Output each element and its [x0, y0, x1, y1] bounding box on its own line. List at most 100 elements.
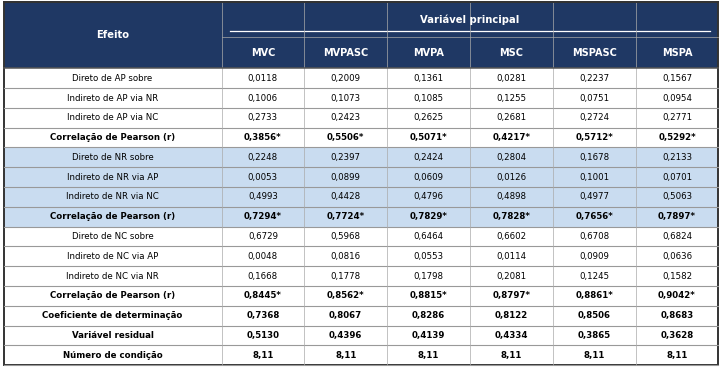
Text: Variável principal: Variável principal [420, 14, 520, 25]
Bar [470, 266, 553, 286]
Bar [635, 207, 718, 227]
Text: Indireto de NR via NC: Indireto de NR via NC [66, 192, 159, 201]
Bar [635, 108, 718, 128]
Bar [470, 286, 553, 306]
Text: 0,6729: 0,6729 [248, 232, 278, 241]
Text: 0,8797*: 0,8797* [492, 291, 531, 301]
Text: 0,3865: 0,3865 [578, 331, 611, 340]
Text: 0,0053: 0,0053 [248, 172, 278, 182]
Text: 0,7724*: 0,7724* [326, 212, 365, 221]
Text: Correlação de Pearson (r): Correlação de Pearson (r) [50, 212, 175, 221]
Text: MSPASC: MSPASC [572, 48, 617, 58]
Bar [222, 108, 305, 128]
Text: 0,0899: 0,0899 [331, 172, 361, 182]
Text: 0,1073: 0,1073 [331, 94, 361, 102]
Bar [635, 227, 718, 246]
Bar [470, 306, 553, 326]
Bar [387, 326, 470, 345]
Bar [4, 286, 222, 306]
Bar [470, 108, 553, 128]
Text: 0,1778: 0,1778 [331, 272, 361, 281]
Text: 0,4139: 0,4139 [412, 331, 445, 340]
Bar [305, 326, 387, 345]
Bar [305, 167, 387, 187]
Text: 0,2248: 0,2248 [248, 153, 278, 162]
Bar [4, 68, 222, 88]
Bar [387, 108, 470, 128]
Text: 0,2424: 0,2424 [414, 153, 443, 162]
Text: Indireto de AP via NR: Indireto de AP via NR [67, 94, 158, 102]
Text: 0,2009: 0,2009 [331, 74, 361, 83]
Bar [4, 128, 222, 148]
Text: 0,2133: 0,2133 [662, 153, 692, 162]
Bar [4, 266, 222, 286]
Text: 0,2237: 0,2237 [579, 74, 609, 83]
Text: 0,4993: 0,4993 [248, 192, 278, 201]
Bar [470, 128, 553, 148]
Bar [387, 68, 470, 88]
Bar [635, 246, 718, 266]
Bar [305, 128, 387, 148]
Text: Direto de NR sobre: Direto de NR sobre [71, 153, 154, 162]
Text: 0,4977: 0,4977 [579, 192, 609, 201]
Bar [222, 148, 305, 167]
Text: 0,1001: 0,1001 [579, 172, 609, 182]
Text: 0,8683: 0,8683 [661, 311, 694, 320]
Text: 0,5071*: 0,5071* [410, 133, 448, 142]
Bar [305, 68, 387, 88]
Bar [222, 266, 305, 286]
Bar [553, 326, 635, 345]
Text: 0,3628: 0,3628 [661, 331, 694, 340]
Text: 0,7656*: 0,7656* [575, 212, 613, 221]
Text: 0,8861*: 0,8861* [575, 291, 613, 301]
Bar [222, 326, 305, 345]
Text: 0,5712*: 0,5712* [575, 133, 613, 142]
Text: 0,7897*: 0,7897* [658, 212, 696, 221]
Bar [4, 88, 222, 108]
Text: 0,2397: 0,2397 [331, 153, 361, 162]
Bar [387, 286, 470, 306]
Bar [553, 306, 635, 326]
Bar [4, 306, 222, 326]
Text: 0,0048: 0,0048 [248, 252, 278, 261]
Text: 0,1085: 0,1085 [414, 94, 443, 102]
Text: 0,1582: 0,1582 [662, 272, 692, 281]
Bar [635, 286, 718, 306]
Bar [222, 246, 305, 266]
Bar [470, 227, 553, 246]
Bar [305, 148, 387, 167]
Text: 0,2804: 0,2804 [496, 153, 526, 162]
Text: 0,0126: 0,0126 [496, 172, 526, 182]
Text: 0,4396: 0,4396 [329, 331, 362, 340]
Bar [470, 37, 553, 68]
Bar [222, 306, 305, 326]
Bar [222, 88, 305, 108]
Text: Correlação de Pearson (r): Correlação de Pearson (r) [50, 291, 175, 301]
Bar [470, 326, 553, 345]
Text: 0,8067: 0,8067 [329, 311, 362, 320]
Bar [305, 266, 387, 286]
Text: Variável residual: Variável residual [71, 331, 154, 340]
Bar [387, 246, 470, 266]
Text: Indireto de NC via NR: Indireto de NC via NR [66, 272, 159, 281]
Bar [387, 266, 470, 286]
Bar [305, 187, 387, 207]
Text: 0,8815*: 0,8815* [410, 291, 448, 301]
Text: Indireto de AP via NC: Indireto de AP via NC [67, 113, 158, 122]
Text: Indireto de NC via AP: Indireto de NC via AP [67, 252, 158, 261]
Text: 0,0909: 0,0909 [579, 252, 609, 261]
Bar [4, 227, 222, 246]
Text: 0,0701: 0,0701 [662, 172, 692, 182]
Text: 0,7828*: 0,7828* [492, 212, 530, 221]
Bar [553, 187, 635, 207]
Bar [635, 326, 718, 345]
Bar [4, 108, 222, 128]
Text: 0,1361: 0,1361 [414, 74, 443, 83]
Bar [470, 246, 553, 266]
Text: 0,2081: 0,2081 [496, 272, 526, 281]
Bar [387, 345, 470, 365]
Text: 0,1668: 0,1668 [248, 272, 278, 281]
Text: 0,6824: 0,6824 [662, 232, 692, 241]
Text: 0,8286: 0,8286 [412, 311, 445, 320]
Bar [305, 246, 387, 266]
